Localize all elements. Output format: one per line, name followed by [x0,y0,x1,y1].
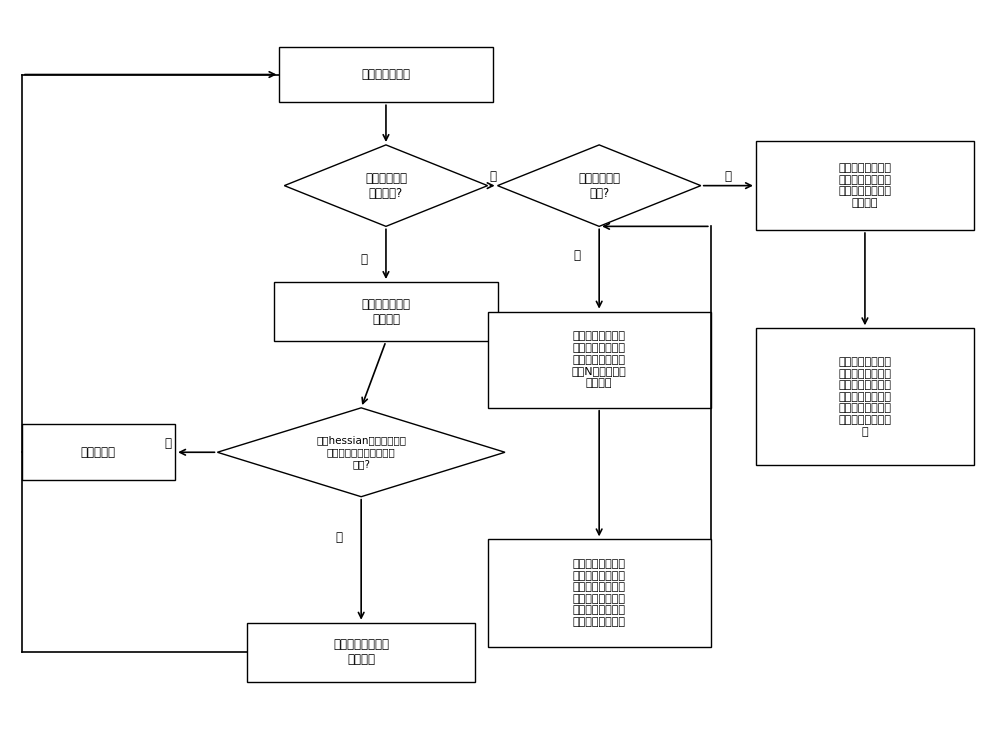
Text: 计算点特征匹配相
似度，剔除相似度
小于阈值的角点，
取前N个作为候选
匹配点集: 计算点特征匹配相 似度，剔除相似度 小于阈值的角点， 取前N个作为候选 匹配点集 [572,332,627,388]
Text: 否: 否 [574,249,581,262]
FancyBboxPatch shape [756,328,974,465]
Text: 在其邻域提取并
生长边缘: 在其邻域提取并 生长边缘 [361,297,410,326]
FancyBboxPatch shape [279,46,493,103]
Text: 否: 否 [164,437,171,450]
Polygon shape [284,145,488,226]
Text: 遍历角点匹配
结束?: 遍历角点匹配 结束? [578,172,620,200]
Text: 提取多尺度角点: 提取多尺度角点 [361,68,410,81]
FancyBboxPatch shape [756,142,974,230]
Text: 对候选匹配点集计
算邻域的线特征匹
配相似度，剔除相
似度小于阈值的角
点，取相似度最大
的作为最终匹配点: 对候选匹配点集计 算邻域的线特征匹 配相似度，剔除相 似度小于阈值的角 点，取相… [573,559,626,627]
Text: 在邻域提取点特征
和线特征: 在邻域提取点特征 和线特征 [333,638,389,667]
Text: 遍历角点提取
特征结束?: 遍历角点提取 特征结束? [365,172,407,200]
FancyBboxPatch shape [488,312,711,407]
Text: 角点hessian矩阵判别式值
大于阈值或邻域有较多长
边缘?: 角点hessian矩阵判别式值 大于阈值或邻域有较多长 边缘? [316,436,406,469]
Text: 对目标点集进行聚
类，聚类成功则输
出类内包含候选目
标点最多的位置，
否则输出点特征匹
配相似度最高的位
置: 对目标点集进行聚 类，聚类成功则输 出类内包含候选目 标点最多的位置， 否则输出… [838,357,891,437]
Text: 是: 是 [489,169,496,183]
Text: 按匹配点推算目标
点位置，根据多个
模板角点得到候选
目标点集: 按匹配点推算目标 点位置，根据多个 模板角点得到候选 目标点集 [838,163,891,208]
Text: 否: 否 [361,253,368,266]
FancyBboxPatch shape [488,539,711,646]
Polygon shape [217,407,505,497]
FancyBboxPatch shape [247,622,475,682]
Text: 是: 是 [336,531,343,544]
FancyBboxPatch shape [274,282,498,342]
Polygon shape [498,145,701,226]
Text: 舍去该角点: 舍去该角点 [81,446,116,459]
FancyBboxPatch shape [22,425,175,480]
Text: 是: 是 [725,169,732,183]
